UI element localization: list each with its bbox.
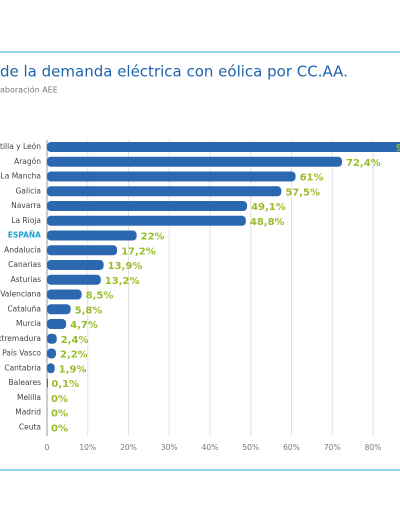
category-label: La Rioja (11, 216, 41, 225)
value-label: 0% (51, 409, 68, 420)
value-label: 13,2% (105, 276, 140, 287)
category-label: País Vasco (2, 349, 41, 358)
category-label: Canarias (8, 260, 41, 269)
category-label: Andalucía (4, 245, 41, 254)
value-label: 94% (396, 143, 400, 154)
bar (47, 260, 104, 270)
category-label: Cataluña (7, 304, 41, 313)
value-label: 72,4% (346, 158, 381, 169)
value-label: 0% (51, 423, 68, 434)
value-label: 61% (300, 173, 324, 184)
bar (47, 304, 71, 315)
x-tick-label: 10% (79, 443, 96, 452)
plot: 0 10% 20% 30% 40% 50% 60% 70% 80% stilla y León 94… (0, 140, 400, 452)
value-label: 0% (51, 394, 68, 405)
x-tick-label: 40% (202, 443, 219, 452)
value-label: 4,7% (70, 320, 98, 331)
value-label: 8,5% (86, 291, 114, 302)
category-label: Ceuta (19, 422, 41, 431)
value-label: 48,8% (250, 217, 285, 228)
bar (47, 215, 246, 226)
chart-subtitle: aboración AEE (0, 85, 58, 95)
category-label: Cantabria (4, 363, 41, 372)
bar (47, 230, 137, 241)
category-label: xtremadura (0, 334, 41, 343)
category-label: Valenciana (0, 290, 41, 299)
bar (47, 201, 248, 211)
category-label: Navarra (11, 201, 41, 210)
value-label: 5,8% (75, 305, 103, 316)
bar (47, 186, 282, 197)
value-label: 13,9% (108, 261, 143, 272)
bar (47, 378, 48, 388)
x-tick-label: 80% (365, 443, 382, 452)
category-label: Baleares (9, 378, 42, 387)
value-label: 1,9% (59, 364, 87, 375)
category-label: Aragón (14, 157, 41, 166)
value-label: 0,1% (51, 379, 79, 390)
value-label: 17,2% (121, 246, 156, 257)
category-label: Madrid (15, 408, 41, 417)
x-tick-label: 0 (45, 443, 50, 452)
category-label: stilla y León (0, 142, 41, 151)
bar (47, 363, 55, 374)
bar (47, 171, 296, 182)
bar (47, 333, 57, 344)
category-label: Murcia (16, 319, 41, 328)
bar (47, 156, 343, 167)
x-tick-label: 20% (120, 443, 137, 452)
bar (47, 245, 118, 256)
bar (47, 348, 56, 359)
category-label: ESPAÑA (8, 231, 41, 240)
bar (47, 289, 82, 300)
value-label: 49,1% (251, 202, 286, 213)
chart-title: de la demanda eléctrica con eólica por C… (0, 63, 348, 81)
category-label: Galicia (16, 186, 41, 195)
x-tick-label: 50% (242, 443, 259, 452)
bar (47, 274, 101, 285)
category-label: Asturias (11, 275, 41, 284)
value-label: 2,4% (61, 335, 89, 346)
category-label: Melilla (17, 393, 41, 402)
value-label: 2,2% (60, 350, 88, 361)
bar (47, 142, 400, 152)
category-label: -La Mancha (0, 172, 41, 181)
value-label: 22% (141, 232, 165, 243)
x-tick-label: 60% (283, 443, 300, 452)
x-tick-label: 30% (161, 443, 178, 452)
value-label: 57,5% (285, 187, 320, 198)
bar (47, 319, 67, 329)
x-tick-label: 70% (324, 443, 341, 452)
